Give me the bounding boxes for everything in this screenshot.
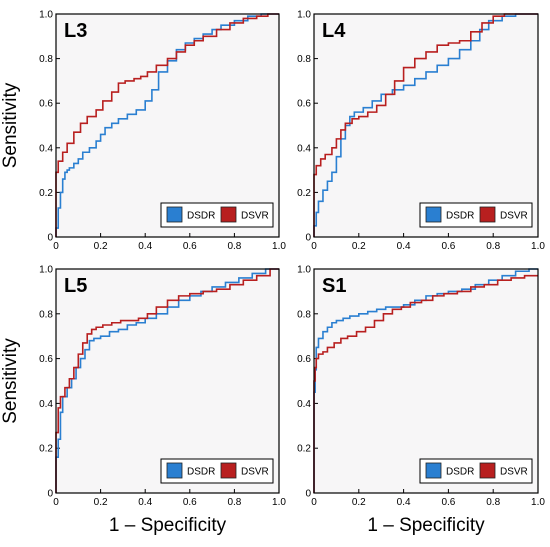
x-tick-label: 0 xyxy=(311,241,317,252)
y-tick-label: 1.0 xyxy=(39,265,53,276)
x-axis-title: 1 – Specificity xyxy=(109,515,227,536)
y-tick-label: 0.4 xyxy=(39,399,53,410)
x-tick-label: 0.4 xyxy=(138,497,152,508)
x-tick-label: 1.0 xyxy=(531,241,545,252)
series-line-dsvr xyxy=(313,13,538,237)
y-tick-label: 0 xyxy=(47,489,53,500)
plot-frame xyxy=(55,13,280,238)
y-tick-label: 0.6 xyxy=(297,354,311,365)
y-tick-label: 0.8 xyxy=(297,309,311,320)
series-line-dsvr xyxy=(313,274,538,493)
legend-label: DSVR xyxy=(500,467,528,478)
x-tick-label: 1.0 xyxy=(272,497,286,508)
y-tick-label: 1.0 xyxy=(297,265,311,276)
series-line-dsdr xyxy=(55,13,279,237)
x-tick-label: 0.8 xyxy=(227,241,241,252)
legend-label: DSDR xyxy=(446,211,474,222)
x-tick-label: 0.4 xyxy=(397,497,411,508)
y-tick-label: 0.4 xyxy=(297,399,311,410)
plot-area xyxy=(314,269,538,493)
plot-area xyxy=(56,14,279,237)
series-line-dsvr xyxy=(55,268,279,493)
y-tick-label: 0.2 xyxy=(39,444,53,455)
y-tick-label: 0 xyxy=(305,233,311,244)
legend: DSDR DSVR xyxy=(160,458,274,484)
legend-swatch-dsvr xyxy=(220,206,237,223)
y-tick-label: 0.2 xyxy=(39,188,53,199)
legend-label: DSDR xyxy=(187,211,215,222)
legend-swatch-dsdr xyxy=(166,462,183,479)
y-tick-label: 0.8 xyxy=(39,54,53,65)
y-tick-label: 0.2 xyxy=(297,444,311,455)
x-tick-label: 0.2 xyxy=(352,497,366,508)
legend: DSDR DSVR xyxy=(419,202,533,228)
panel-label: L5 xyxy=(64,275,87,297)
series-line-dsvr xyxy=(55,13,279,237)
x-tick-label: 1.0 xyxy=(272,241,286,252)
legend: DSDR DSVR xyxy=(419,458,533,484)
legend-swatch-dsdr xyxy=(425,206,442,223)
y-tick-label: 0.2 xyxy=(297,188,311,199)
legend-swatch-dsvr xyxy=(479,462,496,479)
x-tick-label: 1.0 xyxy=(531,497,545,508)
legend-swatch-dsvr xyxy=(220,462,237,479)
panel-label: L3 xyxy=(64,20,87,42)
x-tick-label: 0.2 xyxy=(94,241,108,252)
plot-frame xyxy=(55,268,280,494)
legend-label: DSDR xyxy=(446,467,474,478)
panel-label: L4 xyxy=(322,20,346,42)
y-tick-label: 0.6 xyxy=(39,354,53,365)
x-tick-label: 0.6 xyxy=(183,241,197,252)
x-tick-label: 0.6 xyxy=(183,497,197,508)
legend-label: DSVR xyxy=(500,211,528,222)
legend-label: DSDR xyxy=(187,467,215,478)
x-tick-label: 0.2 xyxy=(352,241,366,252)
y-tick-label: 0 xyxy=(47,233,53,244)
y-tick-label: 0.8 xyxy=(39,309,53,320)
x-tick-label: 0.4 xyxy=(397,241,411,252)
x-tick-label: 0.8 xyxy=(486,497,500,508)
legend: DSDR DSVR xyxy=(160,202,274,228)
y-tick-label: 0.6 xyxy=(297,99,311,110)
y-axis-title: Sensitivity xyxy=(0,82,21,168)
x-axis-title: 1 – Specificity xyxy=(367,515,485,536)
series-line-dsdr xyxy=(313,268,538,493)
panel-label: S1 xyxy=(322,275,346,297)
y-tick-label: 0.4 xyxy=(297,143,311,154)
x-tick-label: 0.8 xyxy=(486,241,500,252)
legend-label: DSVR xyxy=(241,467,269,478)
y-axis-title: Sensitivity xyxy=(0,338,21,424)
x-tick-label: 0.6 xyxy=(441,497,455,508)
x-tick-label: 0 xyxy=(53,241,59,252)
x-tick-label: 0 xyxy=(53,497,59,508)
x-tick-label: 0.8 xyxy=(227,497,241,508)
legend-swatch-dsdr xyxy=(166,206,183,223)
plot-frame xyxy=(313,268,539,494)
y-tick-label: 0.6 xyxy=(39,99,53,110)
y-tick-label: 1.0 xyxy=(39,10,53,21)
x-tick-label: 0 xyxy=(311,497,317,508)
x-tick-label: 0.2 xyxy=(94,497,108,508)
legend-swatch-dsdr xyxy=(425,462,442,479)
series-line-dsdr xyxy=(313,13,538,237)
x-tick-label: 0.6 xyxy=(441,241,455,252)
y-tick-label: 0 xyxy=(305,489,311,500)
y-tick-label: 1.0 xyxy=(297,10,311,21)
y-tick-label: 0.4 xyxy=(39,143,53,154)
legend-swatch-dsvr xyxy=(479,206,496,223)
plot-frame xyxy=(313,13,539,238)
y-tick-label: 0.8 xyxy=(297,54,311,65)
legend-label: DSVR xyxy=(241,211,269,222)
x-tick-label: 0.4 xyxy=(138,241,152,252)
